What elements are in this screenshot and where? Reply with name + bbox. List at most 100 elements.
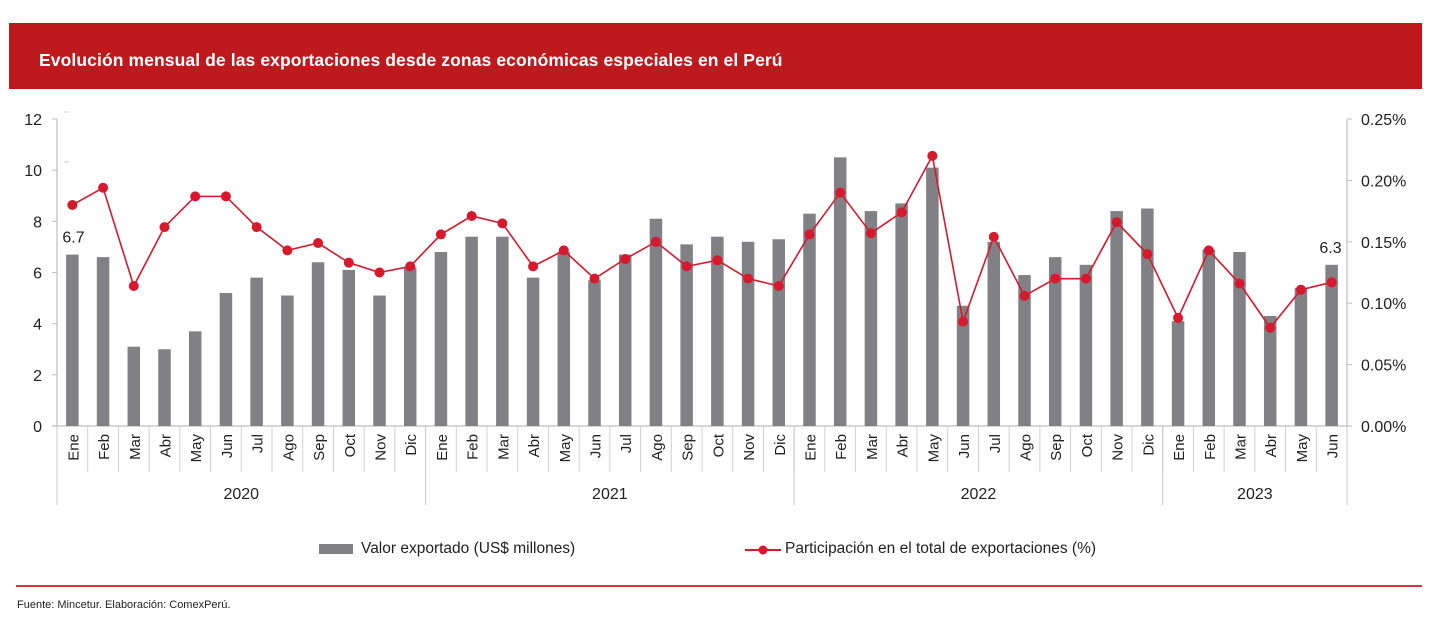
bar [1110, 211, 1123, 426]
line-point [1111, 217, 1122, 228]
bar [496, 236, 509, 426]
line-point [435, 229, 446, 240]
line-point [804, 229, 815, 240]
x-tick-label: Feb [1202, 434, 1219, 460]
right-tick-label: 0.20% [1361, 173, 1406, 190]
x-tick-label: Oct [1079, 433, 1096, 457]
year-label: 2023 [1237, 486, 1273, 503]
x-tick-label: Ago [1018, 434, 1035, 461]
bar [926, 167, 939, 426]
line-point [589, 273, 600, 284]
bar [741, 241, 755, 426]
bar [66, 254, 79, 426]
bar [1263, 315, 1277, 426]
bar [281, 295, 294, 426]
right-tick-label: 0.10% [1361, 296, 1406, 313]
x-tick-label: Ene [803, 434, 820, 461]
x-tick-label: Ene [434, 434, 451, 461]
line-point [835, 187, 846, 198]
x-tick-label: May [557, 434, 574, 463]
line-point [128, 281, 139, 292]
line-point [1173, 312, 1184, 323]
line-point [1203, 245, 1214, 256]
line-point [159, 222, 170, 233]
line-point [958, 316, 969, 327]
line-point [98, 182, 109, 193]
line-point [558, 245, 569, 256]
right-tick-label: 0.00% [1361, 419, 1406, 436]
x-tick-label: Ene [65, 434, 82, 461]
x-tick-label: Dic [403, 434, 420, 456]
line-point [1326, 277, 1337, 288]
line-point [466, 211, 477, 222]
x-tick-label: Sep [680, 434, 697, 461]
bar [864, 211, 878, 426]
bar [649, 218, 663, 426]
left-tick-label: 0 [33, 419, 42, 436]
bar [588, 280, 601, 426]
x-tick-label: Jul [987, 434, 1004, 453]
line-point [865, 228, 876, 239]
bar-series [66, 157, 1338, 426]
year-label: 2022 [961, 486, 997, 503]
left-tick-label: 10 [24, 163, 42, 180]
left-tick-label: 4 [33, 317, 42, 334]
bar [1325, 264, 1338, 426]
bar [1233, 252, 1246, 426]
line-point [1142, 249, 1153, 260]
bar [987, 241, 1001, 426]
legend-item-line: Participación en el total de exportacion… [745, 540, 1096, 558]
line-point [343, 257, 354, 268]
line-point [528, 261, 539, 272]
x-tick-label: Mar [864, 434, 881, 460]
left-tick-label: 6 [33, 266, 42, 283]
line-point [1080, 273, 1091, 284]
line-point [743, 273, 754, 284]
line-point [896, 207, 907, 218]
legend-item-bar: Valor exportado (US$ millones) [319, 540, 575, 558]
x-tick-label: Feb [833, 434, 850, 460]
bar [1294, 287, 1308, 426]
bar [96, 257, 110, 426]
line-point [1019, 290, 1030, 301]
x-tick-label: Abr [895, 434, 912, 457]
bar [158, 349, 171, 426]
x-tick-label: Jun [219, 434, 236, 458]
x-tick-label: Abr [1263, 434, 1280, 457]
line-point [67, 199, 78, 210]
line-point [681, 261, 692, 272]
bar [1171, 321, 1185, 426]
x-axis-labels: Ene Feb Mar Abr May Jun Jul Ago Sep Oct Nov Dic Ene F… [56, 426, 1348, 505]
bar [373, 295, 386, 426]
left-tick-label: 8 [33, 214, 42, 231]
x-tick-label: Sep [1048, 434, 1065, 461]
x-tick-label: Abr [158, 434, 175, 457]
footer-divider [16, 585, 1422, 587]
line-point [282, 245, 293, 256]
x-tick-label: Nov [741, 434, 758, 461]
line-point [927, 150, 938, 161]
bar [956, 305, 970, 426]
data-label: 6.7 [62, 230, 84, 247]
line-point [988, 231, 999, 242]
line-point [190, 191, 201, 202]
x-tick-label: Jul [618, 434, 635, 453]
x-tick-label: Mar [1233, 434, 1250, 460]
x-tick-label: Mar [127, 434, 144, 460]
bar [772, 239, 786, 426]
x-tick-label: Jun [588, 434, 605, 458]
chart: 0246810120.00%0.05%0.10%0.15%0.20%0.25% … [24, 111, 1406, 505]
line-point [374, 267, 385, 278]
bar [465, 236, 478, 426]
bar [311, 262, 325, 426]
bar [1018, 275, 1031, 426]
bar [1202, 249, 1216, 426]
line-point [497, 218, 508, 229]
x-tick-label: Ago [649, 434, 666, 461]
legend-bar-swatch [319, 544, 353, 554]
x-tick-label: Dic [772, 434, 789, 456]
left-tick-label: 2 [33, 368, 42, 385]
bar [1141, 208, 1154, 426]
bar [188, 331, 202, 426]
right-tick-label: 0.05% [1361, 358, 1406, 375]
